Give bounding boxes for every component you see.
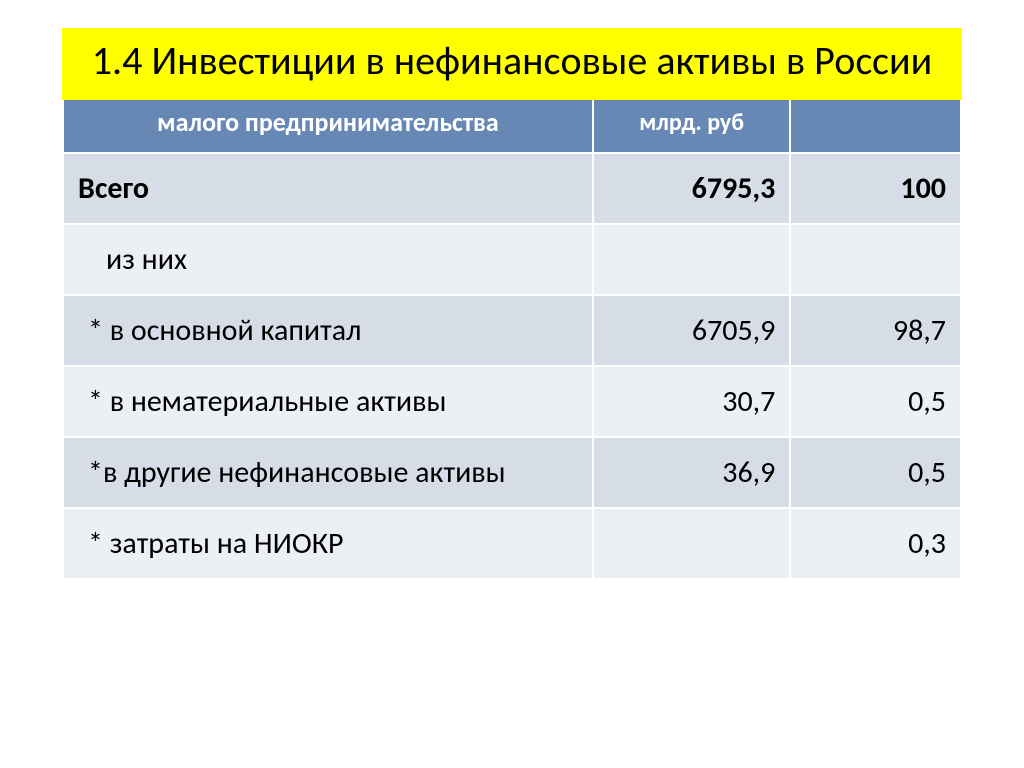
investments-table: малого предпринимательства млрд. руб Все… bbox=[62, 92, 962, 580]
cell-category: Всего bbox=[63, 153, 593, 224]
cell-percent: 100 bbox=[790, 153, 961, 224]
cell-category: * в основной капитал bbox=[63, 295, 593, 366]
cell-category: * в нематериальные активы bbox=[63, 366, 593, 437]
cell-percent bbox=[790, 224, 961, 295]
cell-category: *в другие нефинансовые активы bbox=[63, 437, 593, 508]
slide-title: 1.4 Инвестиции в нефинансовые активы в Р… bbox=[62, 28, 962, 100]
cell-percent: 0,3 bbox=[790, 508, 961, 579]
table-row: *в другие нефинансовые активы 36,9 0,5 bbox=[63, 437, 961, 508]
table-row: Всего 6795,3 100 bbox=[63, 153, 961, 224]
col-header-category: малого предпринимательства bbox=[63, 93, 593, 153]
cell-value: 36,9 bbox=[593, 437, 791, 508]
table-row: * затраты на НИОКР 0,3 bbox=[63, 508, 961, 579]
cell-category: * затраты на НИОКР bbox=[63, 508, 593, 579]
table-row: из них bbox=[63, 224, 961, 295]
cell-value: 30,7 bbox=[593, 366, 791, 437]
cell-percent: 98,7 bbox=[790, 295, 961, 366]
table-row: * в основной капитал 6705,9 98,7 bbox=[63, 295, 961, 366]
cell-value bbox=[593, 224, 791, 295]
col-header-value: млрд. руб bbox=[593, 93, 791, 153]
cell-value: 6705,9 bbox=[593, 295, 791, 366]
table-row: * в нематериальные активы 30,7 0,5 bbox=[63, 366, 961, 437]
slide: в 2003 1.4 Инвестиции в нефинансовые акт… bbox=[0, 0, 1024, 768]
cell-value bbox=[593, 508, 791, 579]
cell-value: 6795,3 bbox=[593, 153, 791, 224]
table-header-row: малого предпринимательства млрд. руб bbox=[63, 93, 961, 153]
col-header-percent bbox=[790, 93, 961, 153]
table: малого предпринимательства млрд. руб Все… bbox=[62, 92, 962, 580]
cell-category: из них bbox=[63, 224, 593, 295]
cell-percent: 0,5 bbox=[790, 437, 961, 508]
cell-percent: 0,5 bbox=[790, 366, 961, 437]
